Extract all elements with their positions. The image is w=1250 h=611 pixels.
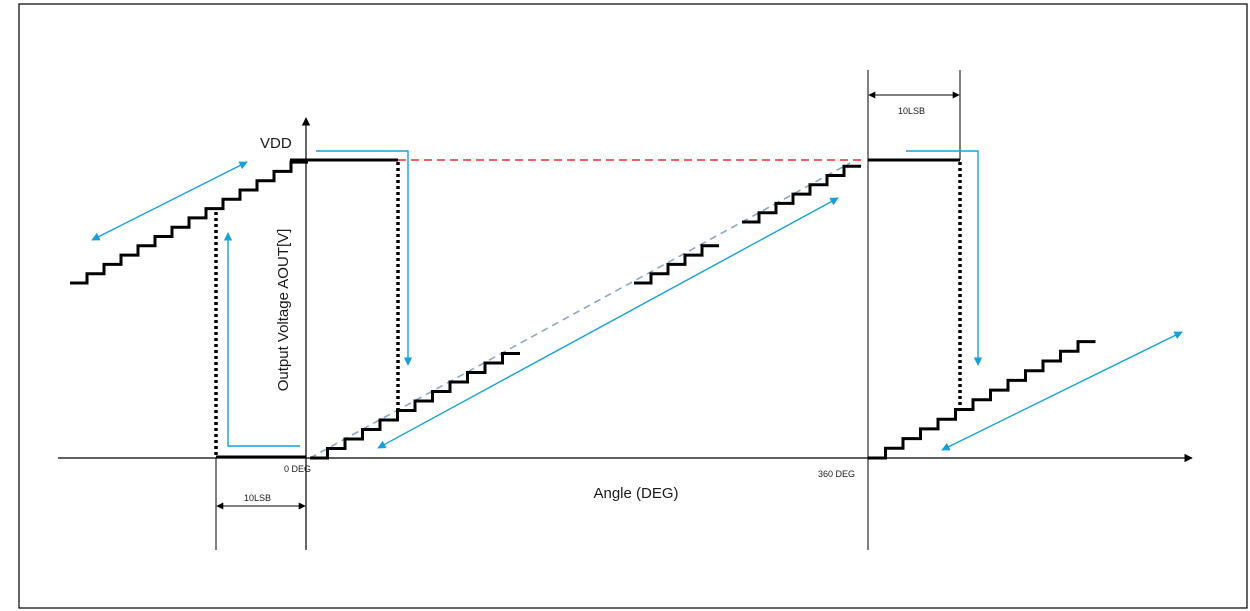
zero-deg-label: 0 DEG xyxy=(284,464,311,474)
y-axis-label: Output Voltage AOUT[V] xyxy=(275,229,292,392)
staircase-main-upper xyxy=(634,244,719,285)
lsb-label-right: 10LSB xyxy=(898,106,925,116)
x-axis-label: Angle (DEG) xyxy=(593,485,678,502)
rotation-arrow-right xyxy=(941,331,1183,451)
lsb-label-left: 10LSB xyxy=(244,493,271,503)
diagram-frame xyxy=(18,3,1248,609)
return-arrow-up xyxy=(223,232,300,447)
staircase-main-top xyxy=(742,164,861,224)
vdd-label: VDD xyxy=(260,135,292,152)
staircase-left xyxy=(70,160,308,285)
deg-360-label: 360 DEG xyxy=(818,469,855,479)
staircase-right xyxy=(868,340,1096,460)
rotation-arrow-left xyxy=(91,161,248,241)
ideal-transfer-line xyxy=(309,162,851,459)
staircase-main-lower xyxy=(310,352,520,460)
rotation-arrow-center xyxy=(377,197,839,449)
return-arrow-down-right xyxy=(906,150,983,366)
return-arrow-down-middle xyxy=(316,150,413,366)
